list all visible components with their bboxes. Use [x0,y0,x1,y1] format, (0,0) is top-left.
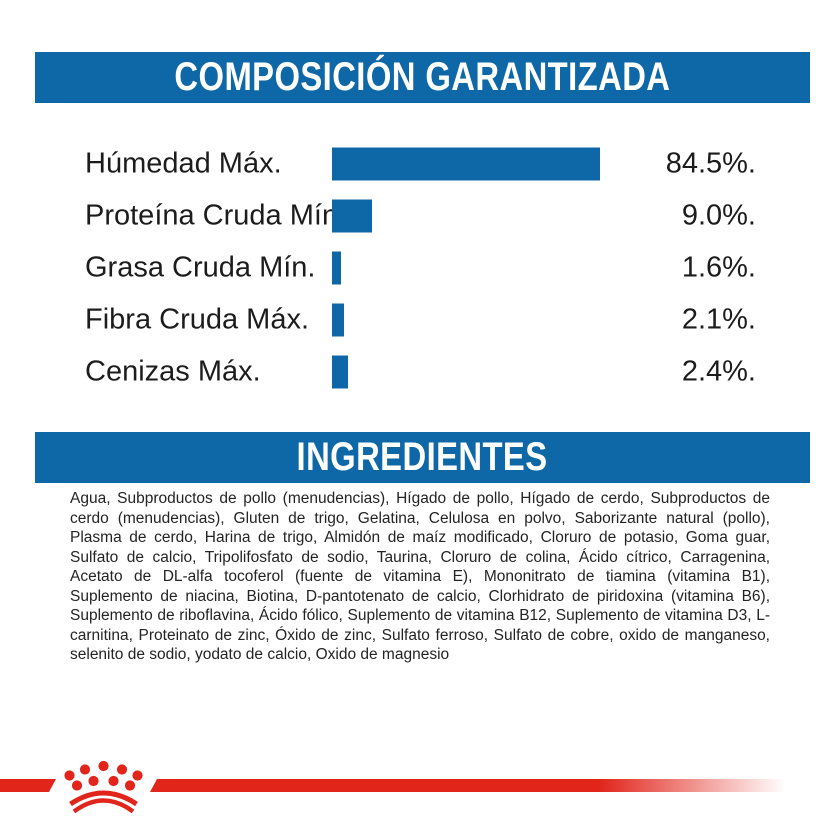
chart-row: Cenizas Máx. 2.4%. [35,346,810,398]
chart-row: Grasa Cruda Mín. 1.6%. [35,242,810,294]
nutrient-label: Cenizas Máx. [85,355,261,388]
ingredients-text: Agua, Subproductos de pollo (menudencias… [70,490,770,663]
composition-title: COMPOSICIÓN GARANTIZADA [174,55,671,99]
nutrient-value: 2.4%. [681,355,756,388]
nutrient-label: Fibra Cruda Máx. [85,303,310,336]
nutrient-bar [332,199,372,233]
footer-red-line-right [150,779,792,792]
composition-chart: Húmedad Máx. 84.5%. Proteína Cruda Mín. … [35,138,810,398]
chart-row: Proteína Cruda Mín. 9.0%. [35,190,810,242]
crown-dots [64,760,143,791]
chart-row: Fibra Cruda Máx. 2.1%. [35,294,810,346]
nutrient-label: Húmedad Máx. [85,147,282,180]
composition-header-band: COMPOSICIÓN GARANTIZADA [35,52,810,103]
nutrient-bar [332,355,348,389]
nutrient-value: 2.1%. [681,303,756,336]
ingredients-title: INGREDIENTES [297,435,548,479]
footer-red-line-left [0,779,56,792]
nutrient-label: Grasa Cruda Mín. [85,251,316,284]
crown-base-arcs [69,790,138,814]
nutrient-bar [332,251,341,285]
nutrient-value: 84.5%. [665,147,756,180]
nutrient-value: 9.0%. [681,199,756,232]
royal-canin-crown-icon [64,760,143,814]
nutrient-bar [332,147,600,181]
ingredients-header-band: INGREDIENTES [35,432,810,483]
nutrient-value: 1.6%. [681,251,756,284]
chart-row: Húmedad Máx. 84.5%. [35,138,810,190]
nutrient-bar [332,303,344,337]
nutrient-label: Proteína Cruda Mín. [85,199,347,232]
